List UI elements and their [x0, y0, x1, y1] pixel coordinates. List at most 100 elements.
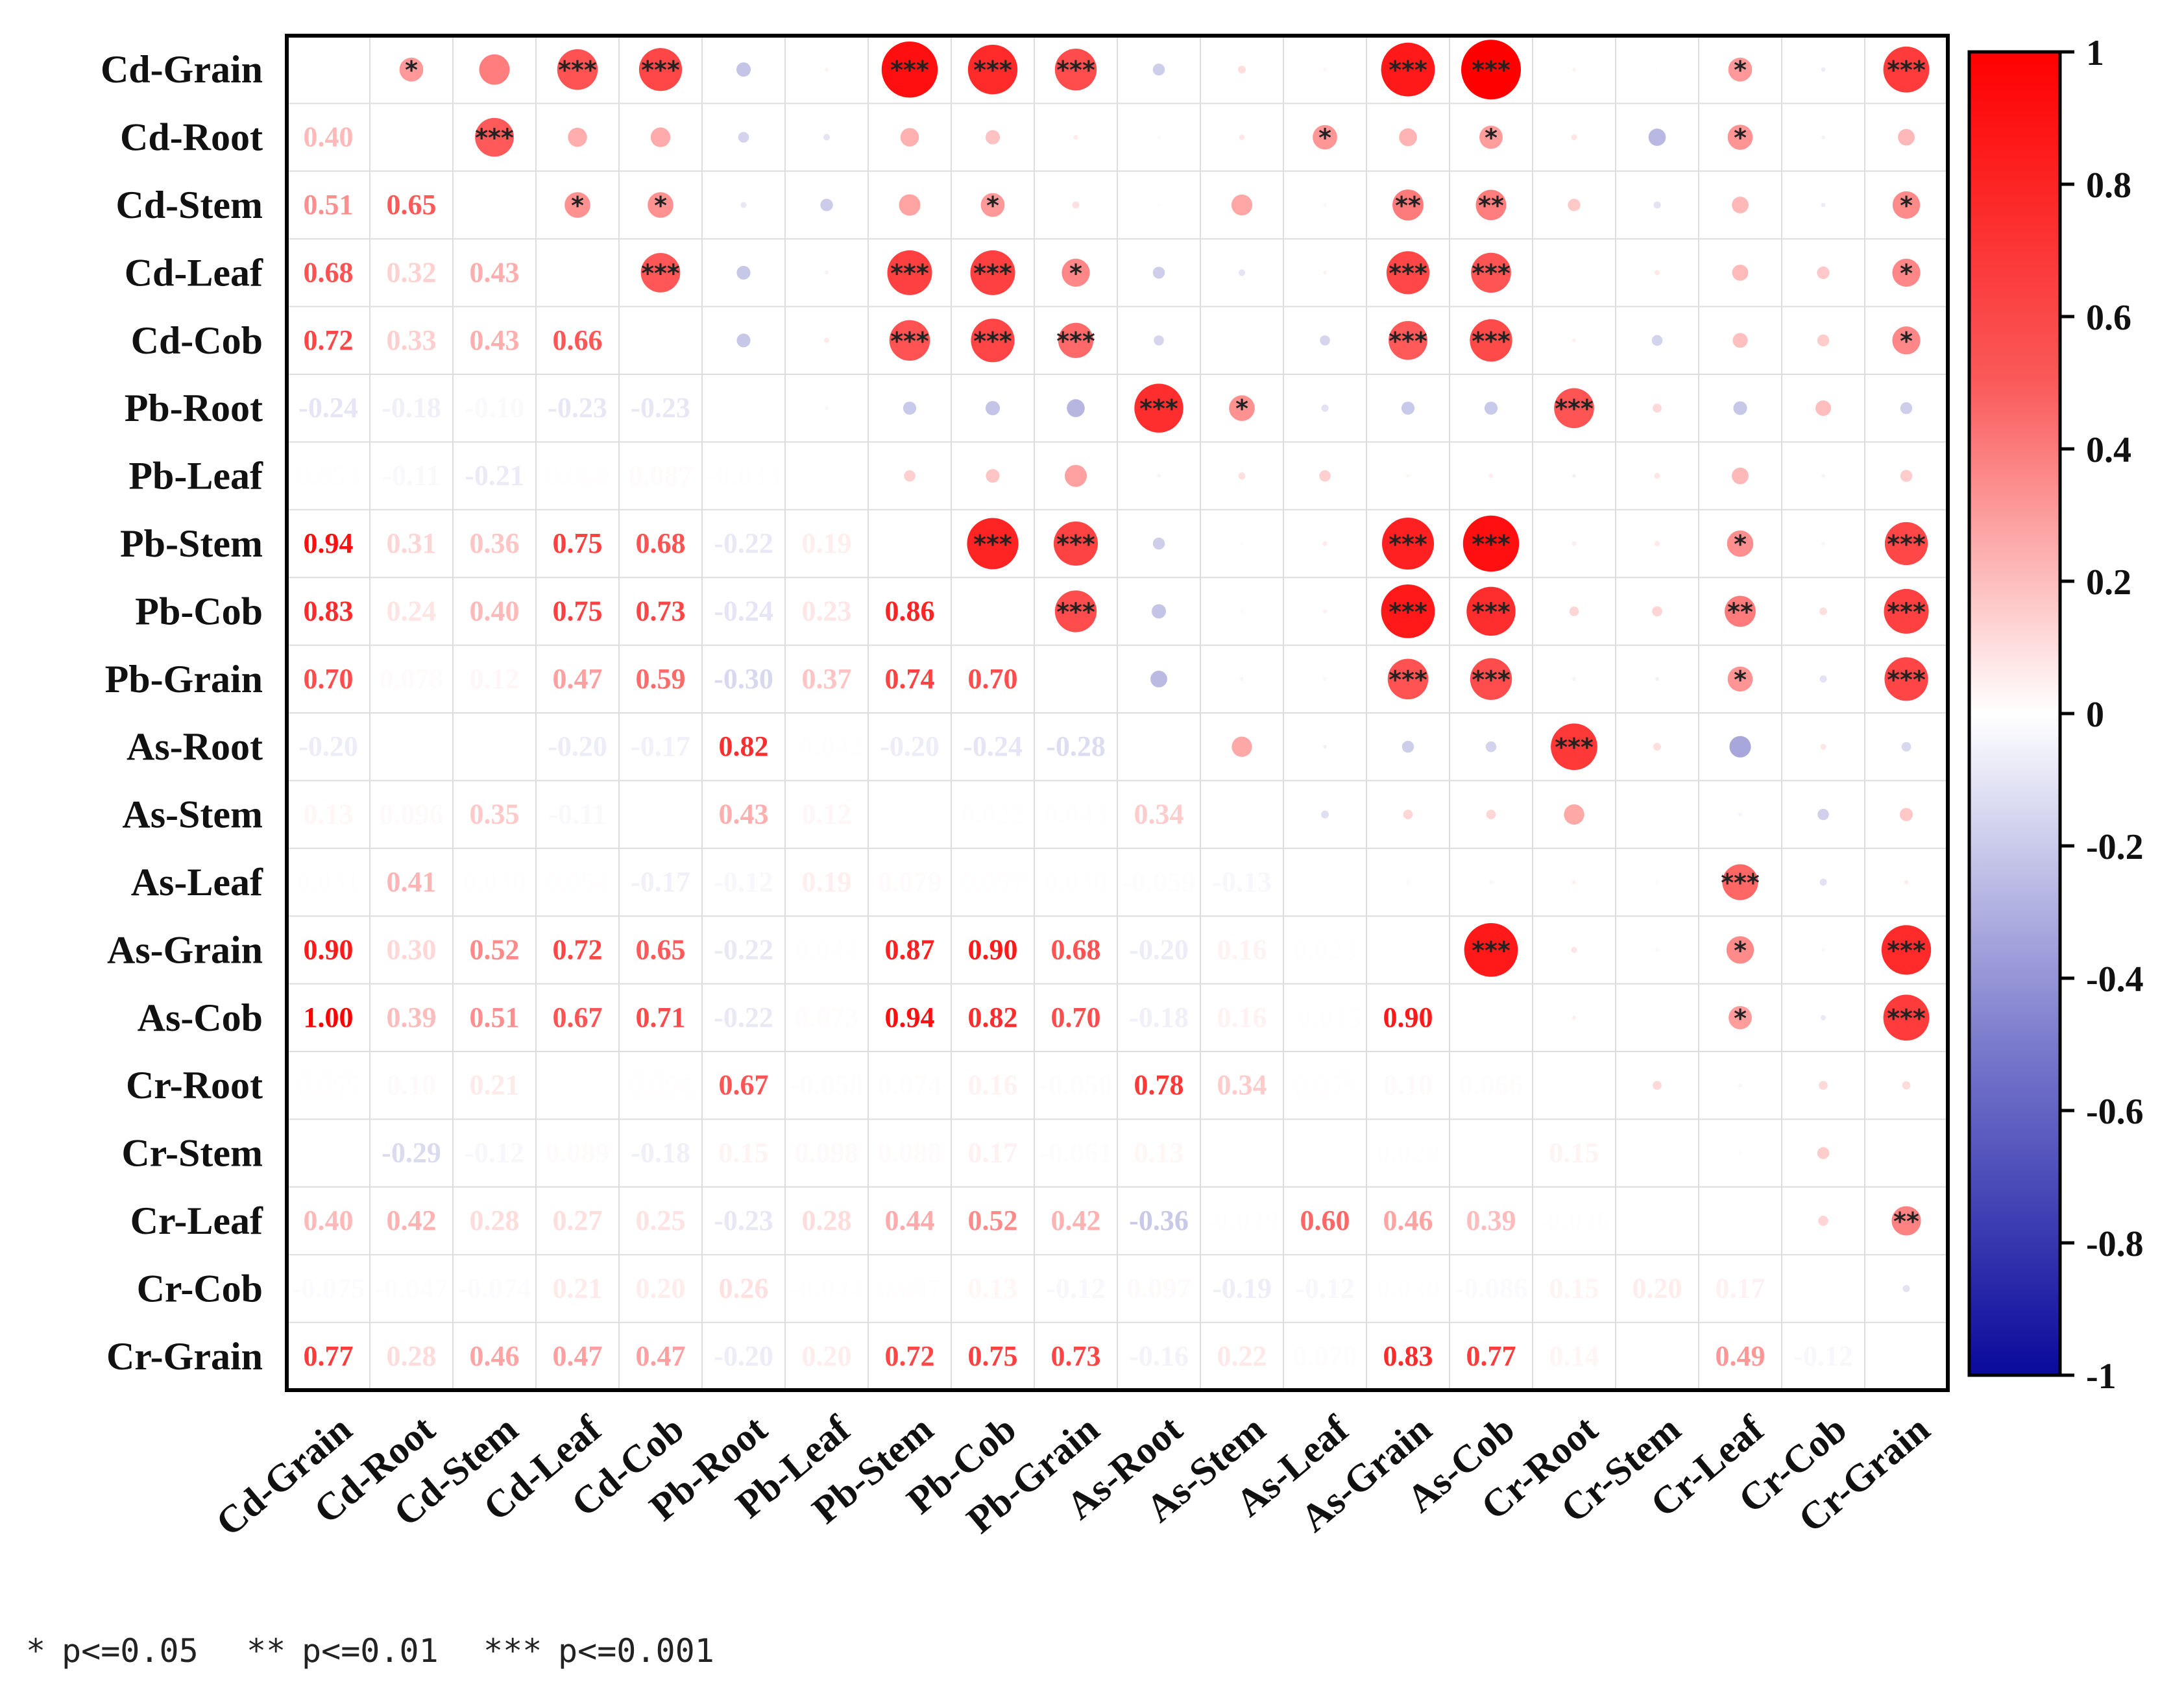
- correlation-circle: [1313, 125, 1337, 150]
- correlation-value: 0.011: [463, 730, 526, 762]
- correlation-circle: [881, 41, 938, 98]
- correlation-value: 0.86: [885, 595, 935, 627]
- correlation-value: -0.035: [1288, 1002, 1362, 1033]
- correlation-circle: [1321, 404, 1329, 412]
- correlation-circle: [823, 337, 830, 343]
- correlation-circle: [1900, 470, 1913, 482]
- correlation-value: 0.054: [546, 866, 610, 898]
- correlation-circle: [825, 270, 829, 275]
- correlation-circle: [399, 57, 424, 82]
- correlation-circle: [1654, 540, 1660, 547]
- correlation-value: 0.94: [304, 527, 354, 559]
- correlation-value: 0.10: [1383, 1069, 1433, 1101]
- correlation-value: -0.24: [298, 392, 358, 424]
- correlation-value: 0.000: [629, 799, 693, 830]
- correlation-circle: [1319, 470, 1331, 482]
- correlation-value: -0.11: [382, 460, 440, 492]
- correlation-value: -0.015: [374, 730, 448, 762]
- row-label: Cd-Grain: [101, 48, 263, 91]
- significance-stars: ***: [1389, 327, 1427, 355]
- significance-stars: ***: [1472, 936, 1511, 965]
- correlation-value: 0.83: [1383, 1340, 1433, 1372]
- correlation-circle: [1151, 604, 1167, 619]
- correlation-circle: [823, 134, 831, 141]
- correlation-circle: [1053, 521, 1098, 566]
- significance-stars: ***: [1389, 666, 1427, 694]
- correlation-value: 0.78: [1134, 1069, 1184, 1101]
- row-label: Cd-Stem: [115, 184, 263, 226]
- correlation-value: 0.24: [387, 595, 437, 627]
- colorbar-tick-label: 0.2: [2086, 562, 2131, 603]
- correlation-circle: [1572, 338, 1576, 343]
- correlation-value: 0.009: [297, 1137, 361, 1169]
- correlation-circle: [1892, 258, 1921, 287]
- correlation-circle: [1817, 808, 1829, 821]
- correlation-circle: [1323, 270, 1327, 275]
- column-labels: Cd-GrainCd-RootCd-StemCd-LeafCd-CobPb-Ro…: [208, 1407, 1937, 1545]
- correlation-circle: [1484, 402, 1498, 415]
- correlation-circle: [1653, 403, 1662, 413]
- row-label: Cr-Grain: [106, 1335, 263, 1378]
- correlation-value: 0.16: [1217, 1002, 1267, 1033]
- correlation-circle: [1732, 467, 1749, 485]
- colorbar-ticks: 1 0.8 0.6 0.4 0.2 0 -0.2 -0.4 -0.6 -0.8 -1: [2060, 33, 2144, 1397]
- significance-stars: *: [1734, 1004, 1747, 1033]
- correlation-circle: [1488, 474, 1494, 478]
- correlation-value: 0.059: [1293, 1069, 1357, 1101]
- significance-stars: *: [1900, 327, 1913, 355]
- correlation-value: 0.70: [304, 663, 354, 695]
- correlation-value: 0.030: [463, 866, 527, 898]
- correlation-circle: [1240, 677, 1244, 681]
- correlation-circle: [1652, 606, 1662, 617]
- correlation-value: -0.10: [465, 392, 524, 424]
- correlation-value: -0.074: [457, 1272, 531, 1304]
- correlation-value: -0.017: [1620, 1205, 1694, 1236]
- correlation-circle: [887, 250, 932, 295]
- correlation-value: -0.050: [1039, 1069, 1113, 1101]
- correlation-value: -0.036: [1537, 1205, 1611, 1236]
- correlation-value: 0.87: [885, 933, 935, 965]
- correlation-value: 0.12: [470, 663, 520, 695]
- correlation-circle: [1883, 46, 1930, 93]
- colorbar-tick-label: -1: [2086, 1356, 2117, 1397]
- correlation-circle: [1239, 134, 1245, 141]
- correlation-value: -0.20: [1129, 933, 1189, 965]
- correlation-circle: [1821, 135, 1825, 139]
- correlation-value: 0.37: [802, 663, 852, 695]
- correlation-circle: [648, 192, 673, 218]
- correlation-circle: [1323, 67, 1327, 72]
- correlation-circle: [1819, 675, 1827, 683]
- correlation-circle: [1655, 812, 1659, 817]
- correlation-circle: [1726, 936, 1754, 964]
- correlation-value: 0.16: [968, 1069, 1018, 1101]
- correlation-value: -0.21: [465, 460, 524, 492]
- correlation-value: 0.070: [1293, 1340, 1357, 1372]
- correlation-value: 0.41: [387, 866, 437, 898]
- significance-stars: ***: [1056, 597, 1095, 626]
- correlation-value: 0.073: [795, 1002, 859, 1033]
- row-label: Pb-Stem: [120, 522, 263, 565]
- footnote-stars: ***: [483, 1632, 542, 1670]
- correlation-circle: [1231, 194, 1253, 216]
- significance-stars: **: [1395, 191, 1421, 220]
- correlation-circle: [1232, 736, 1252, 757]
- correlation-value: -0.18: [382, 392, 441, 424]
- significance-stars: ***: [1472, 666, 1511, 694]
- correlation-value: 0.43: [719, 799, 769, 830]
- correlation-circle: [1229, 395, 1255, 421]
- significance-stars: ***: [1389, 56, 1427, 84]
- correlation-value: -0.24: [963, 730, 1023, 762]
- correlation-value: 0.68: [636, 527, 686, 559]
- correlation-value: 0.10: [387, 1069, 437, 1101]
- correlation-circle: [1722, 864, 1758, 900]
- correlation-value: -0.23: [631, 392, 690, 424]
- row-label: Cr-Stem: [121, 1132, 263, 1175]
- correlation-circle: [1899, 808, 1913, 821]
- colorbar-tick-label: -0.4: [2086, 959, 2144, 1000]
- correlation-value: 0.20: [802, 1340, 852, 1372]
- correlation-value: 0.21: [470, 1069, 520, 1101]
- correlation-circle: [1240, 542, 1244, 546]
- correlation-circle: [1240, 338, 1244, 343]
- correlation-value: 0.20: [636, 1272, 686, 1304]
- correlation-circle: [825, 406, 829, 411]
